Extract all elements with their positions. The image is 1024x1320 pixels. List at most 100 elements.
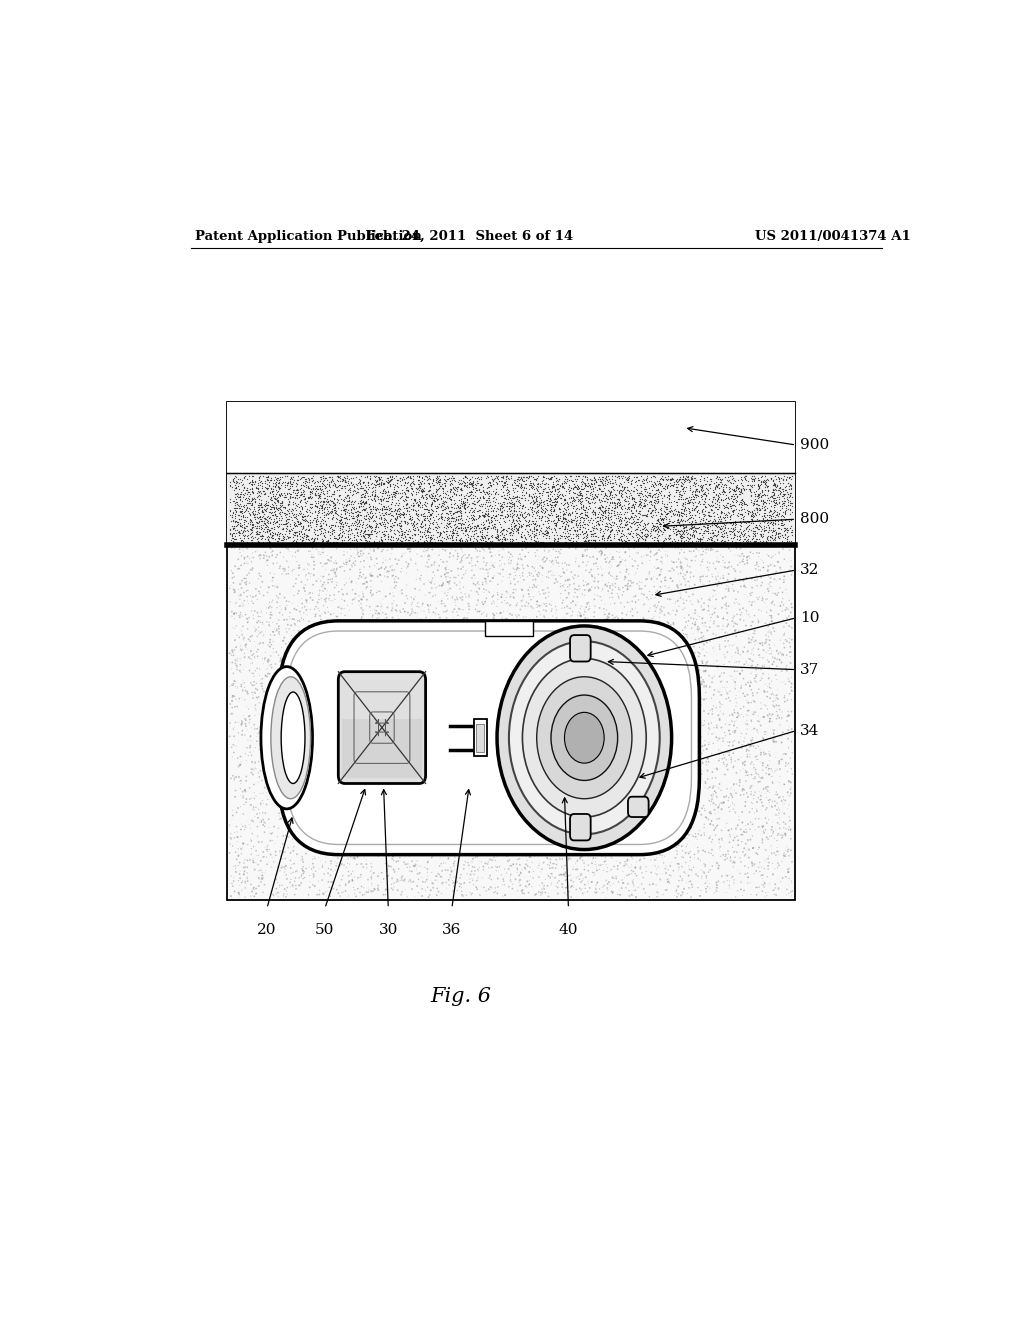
- Point: [531, 519, 548, 540]
- Point: [584, 624, 600, 645]
- Point: [239, 479, 255, 500]
- Point: [477, 503, 494, 524]
- Point: [638, 469, 654, 490]
- Point: [560, 528, 577, 549]
- Point: [554, 630, 570, 651]
- Point: [319, 520, 336, 541]
- Point: [452, 764, 468, 785]
- Point: [493, 498, 509, 519]
- Point: [456, 471, 472, 492]
- Point: [594, 771, 610, 792]
- Point: [504, 768, 520, 789]
- Point: [599, 470, 615, 491]
- Point: [702, 814, 719, 836]
- Point: [378, 520, 394, 541]
- Point: [767, 527, 783, 548]
- Point: [748, 762, 764, 783]
- Point: [381, 820, 397, 841]
- Point: [352, 492, 369, 513]
- Point: [773, 498, 790, 519]
- Point: [344, 785, 360, 807]
- Point: [451, 510, 467, 531]
- Point: [456, 492, 472, 513]
- Point: [609, 845, 626, 866]
- Point: [724, 483, 740, 504]
- Point: [770, 467, 786, 488]
- Point: [537, 615, 553, 636]
- Point: [662, 657, 678, 678]
- Point: [531, 486, 548, 507]
- Point: [612, 486, 629, 507]
- Point: [708, 585, 724, 606]
- Point: [524, 859, 541, 880]
- Point: [663, 469, 679, 490]
- Point: [314, 500, 331, 521]
- Point: [581, 492, 597, 513]
- Point: [635, 701, 651, 722]
- Point: [671, 480, 687, 502]
- Point: [648, 558, 665, 579]
- Point: [716, 792, 732, 813]
- Point: [535, 673, 551, 694]
- Point: [297, 754, 313, 775]
- Point: [658, 647, 675, 668]
- Point: [243, 726, 259, 747]
- Point: [760, 480, 776, 502]
- Point: [758, 763, 774, 784]
- Point: [321, 610, 337, 631]
- Point: [507, 693, 523, 714]
- Point: [780, 473, 797, 494]
- Point: [561, 529, 578, 550]
- Point: [758, 882, 774, 903]
- Point: [689, 688, 706, 709]
- Point: [426, 796, 442, 817]
- Point: [390, 469, 407, 490]
- Point: [440, 838, 457, 859]
- Point: [520, 467, 537, 488]
- Point: [711, 858, 727, 879]
- Point: [716, 482, 732, 503]
- Point: [435, 552, 452, 573]
- Point: [278, 564, 294, 585]
- Point: [675, 474, 691, 495]
- Point: [517, 719, 534, 741]
- Point: [610, 504, 627, 525]
- Point: [623, 759, 639, 780]
- Point: [231, 488, 248, 510]
- Point: [354, 483, 371, 504]
- Point: [675, 560, 691, 581]
- Point: [751, 487, 767, 508]
- Point: [383, 814, 399, 836]
- Point: [399, 717, 416, 738]
- Point: [347, 678, 364, 700]
- Point: [645, 702, 662, 723]
- Point: [718, 725, 734, 746]
- Point: [305, 792, 322, 813]
- Point: [228, 624, 245, 645]
- Point: [395, 721, 412, 742]
- Point: [633, 546, 649, 568]
- Point: [550, 474, 566, 495]
- Point: [441, 480, 458, 502]
- Point: [432, 523, 449, 544]
- Point: [274, 857, 291, 878]
- Point: [672, 550, 688, 572]
- Point: [402, 632, 419, 653]
- Point: [633, 807, 649, 828]
- Point: [302, 513, 318, 535]
- Point: [325, 634, 341, 655]
- Point: [629, 515, 645, 536]
- Point: [378, 603, 394, 624]
- Point: [653, 510, 670, 531]
- Point: [765, 529, 781, 550]
- Point: [782, 645, 799, 667]
- Point: [483, 684, 500, 705]
- Point: [686, 498, 702, 519]
- Point: [731, 529, 748, 550]
- Point: [245, 586, 261, 607]
- Point: [367, 475, 383, 496]
- Point: [705, 532, 721, 553]
- Point: [316, 574, 333, 595]
- Point: [383, 713, 399, 734]
- Point: [348, 854, 365, 875]
